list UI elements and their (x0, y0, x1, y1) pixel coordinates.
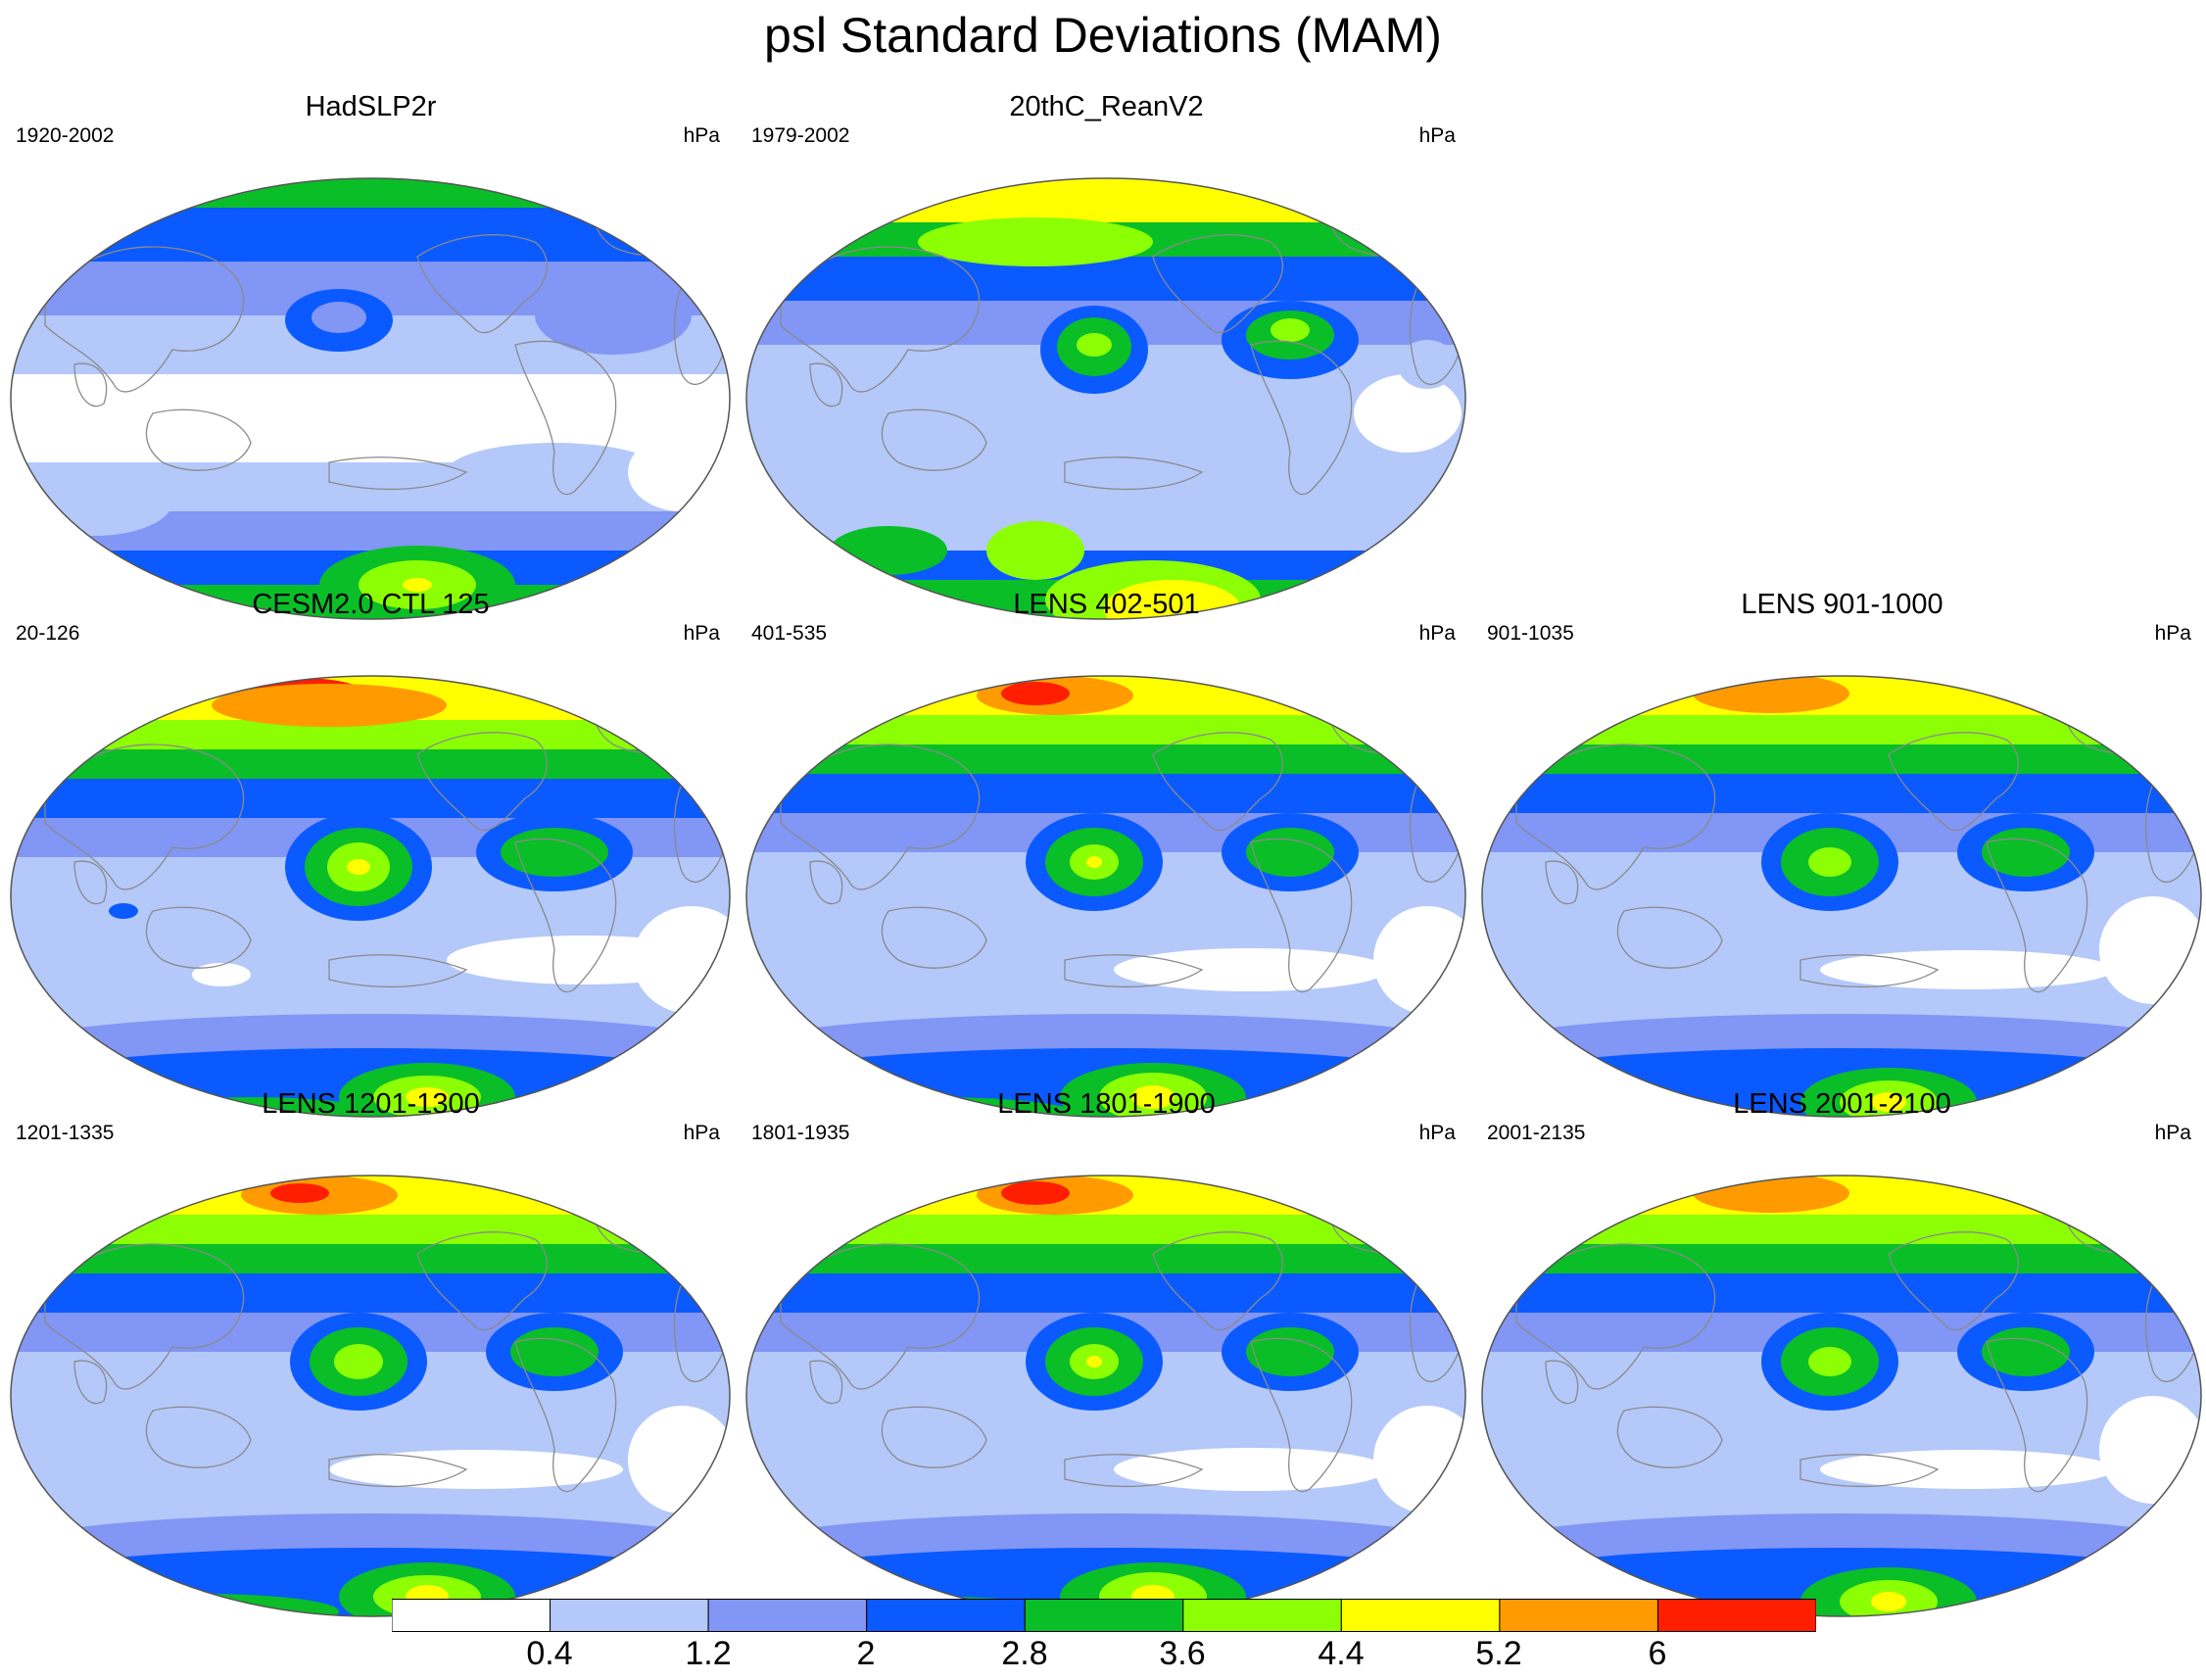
panel-years: 1801-1935 (751, 1122, 850, 1144)
figure-title: psl Standard Deviations (MAM) (764, 8, 1442, 63)
map-lens-402-501 (745, 675, 1466, 1118)
map-panel-cesm2-ctl-125: CESM2.0 CTL 125 20-126 hPa (6, 588, 736, 1118)
panel-units: hPa (1418, 124, 1456, 147)
coastlines (1515, 701, 2195, 993)
colorbar-label: 5.2 (1475, 1635, 1522, 1672)
map-panel-hadslp2r: HadSLP2r 1920-2002 hPa (6, 90, 736, 620)
panel-years: 1979-2002 (751, 124, 850, 147)
colorbar-swatch (1656, 1599, 1816, 1632)
panel-years: 401-535 (751, 622, 828, 645)
map-outline (1481, 1175, 2202, 1617)
colorbar-label: 2 (856, 1635, 876, 1672)
panel-years: 901-1035 (1487, 622, 1574, 645)
colorbar-swatch (1340, 1599, 1501, 1632)
map-outline (1481, 675, 2202, 1118)
contour-field (746, 676, 1465, 1117)
colorbar-label: 1.2 (685, 1635, 732, 1672)
colorbar-label: 0.4 (526, 1635, 573, 1672)
map-outline (10, 1175, 731, 1617)
panel-units: hPa (683, 124, 720, 147)
panel-years: 20-126 (16, 622, 80, 645)
colorbar-label: 6 (1648, 1635, 1667, 1672)
panel-units: hPa (1418, 622, 1456, 645)
coastlines (44, 204, 724, 496)
contour-field (11, 1176, 730, 1616)
colorbar-swatch (392, 1599, 552, 1632)
map-panel-lens-1801-1900: LENS 1801-1900 1801-1935 hPa (742, 1087, 1471, 1617)
map-lens-1201-1300 (10, 1175, 731, 1617)
panel-title: LENS 901-1000 (1741, 589, 1943, 620)
panel-title: LENS 402-501 (1013, 589, 1200, 620)
map-lens-901-1000 (1481, 675, 2202, 1118)
map-outline (10, 675, 731, 1118)
panel-title: LENS 1201-1300 (262, 1088, 480, 1120)
panel-years: 2001-2135 (1487, 1122, 1586, 1144)
panel-title: CESM2.0 CTL 125 (252, 589, 490, 620)
colorbar-label: 2.8 (1001, 1635, 1048, 1672)
colorbar-label: 3.6 (1159, 1635, 1206, 1672)
panel-years: 1920-2002 (16, 124, 115, 147)
map-panel-lens-402-501: LENS 402-501 401-535 hPa (742, 588, 1471, 1118)
map-lens-2001-2100 (1481, 1175, 2202, 1617)
panel-units: hPa (2154, 1122, 2191, 1144)
panel-title: LENS 1801-1900 (997, 1088, 1216, 1120)
panel-units: hPa (2154, 622, 2191, 645)
panel-units: hPa (683, 622, 720, 645)
colorbar-swatch (550, 1599, 709, 1632)
colorbar-swatch (707, 1599, 868, 1632)
coastlines (780, 701, 1460, 993)
panel-title: 20thC_ReanV2 (1009, 91, 1204, 122)
map-panel-lens-1201-1300: LENS 1201-1300 1201-1335 hPa (6, 1087, 736, 1617)
panel-units: hPa (1418, 1122, 1456, 1144)
contour-field (11, 676, 730, 1117)
colorbar-label: 4.4 (1318, 1635, 1365, 1672)
colorbar-swatch (1499, 1599, 1658, 1632)
colorbar (392, 1599, 1816, 1632)
panel-title: LENS 2001-2100 (1733, 1088, 1951, 1120)
panel-units: hPa (683, 1122, 720, 1144)
map-panel-lens-2001-2100: LENS 2001-2100 2001-2135 hPa (1477, 1087, 2206, 1617)
colorbar-swatch (866, 1599, 1026, 1632)
coastlines (780, 204, 1460, 496)
map-panel-20thc-reanv2: 20thC_ReanV2 1979-2002 hPa (742, 90, 1471, 620)
map-hadslp2r (10, 177, 731, 620)
map-panel-lens-901-1000: LENS 901-1000 901-1035 hPa (1477, 588, 2206, 1118)
map-cesm2-ctl-125 (10, 675, 731, 1118)
contour-field (1482, 676, 2201, 1117)
panel-years: 1201-1335 (16, 1122, 115, 1144)
map-outline (745, 675, 1466, 1118)
map-outline (745, 177, 1466, 620)
contour-field (746, 178, 1465, 619)
panel-title: HadSLP2r (305, 91, 437, 122)
contour-field (1482, 1176, 2201, 1616)
map-outline (10, 177, 731, 620)
coastlines (44, 701, 724, 993)
map-lens-1801-1900 (745, 1175, 1466, 1617)
contour-field (746, 1176, 1465, 1616)
map-20thc-reanv2 (745, 177, 1466, 620)
colorbar-swatch (1024, 1599, 1184, 1632)
colorbar-swatch (1182, 1599, 1342, 1632)
